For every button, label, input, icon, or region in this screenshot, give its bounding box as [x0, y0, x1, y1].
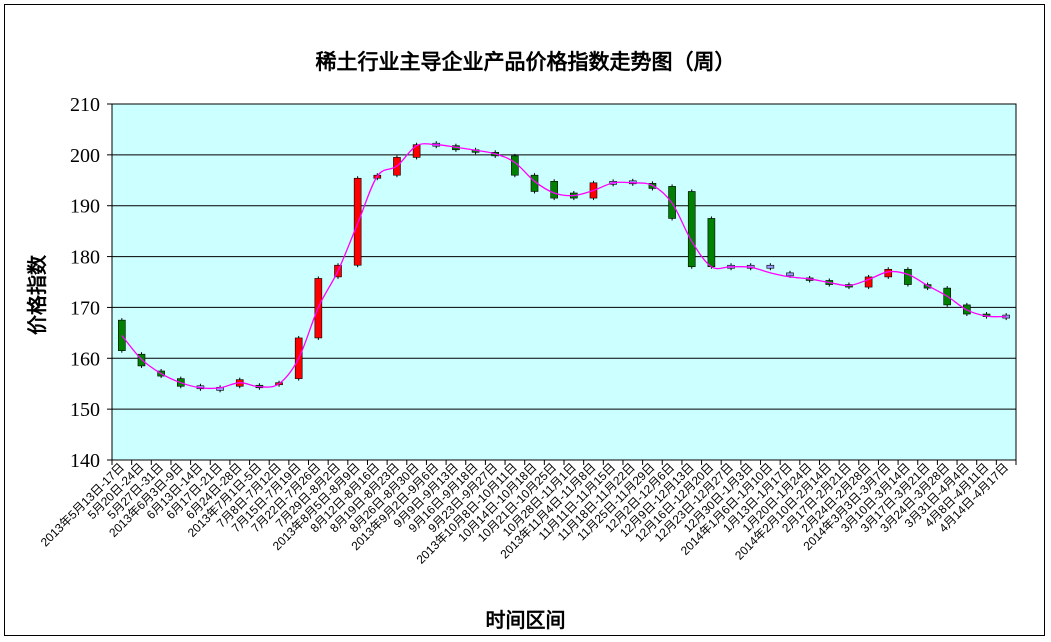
- y-tick-label: 140: [70, 450, 100, 472]
- candle-body: [904, 268, 912, 285]
- candle-body: [786, 272, 794, 277]
- candle-body: [707, 218, 716, 268]
- y-tick-label: 180: [70, 247, 100, 269]
- candle-body: [766, 264, 775, 269]
- chart-title: 稀土行业主导企业产品价格指数走势图（周）: [315, 50, 736, 74]
- y-tick-label: 210: [70, 94, 100, 116]
- y-axis-ticks: 140 150 160 170 180 190 200 210: [70, 94, 112, 472]
- candle-body: [353, 177, 362, 266]
- candle-body: [687, 191, 696, 268]
- candle-body: [864, 276, 873, 288]
- gridlines: [112, 154, 1016, 410]
- x-axis-label: 时间区间: [485, 608, 566, 632]
- plot-area: [111, 103, 1017, 461]
- candle-body: [412, 144, 421, 158]
- candle-body: [884, 268, 893, 278]
- candle-body: [923, 284, 932, 289]
- y-tick-label: 150: [70, 399, 100, 421]
- y-tick-label: 200: [70, 145, 100, 167]
- trend-line: [121, 143, 1007, 390]
- y-tick-label: 170: [70, 297, 100, 319]
- y-tick-label: 190: [70, 196, 100, 218]
- series-line: [121, 143, 1007, 390]
- candle-body: [550, 181, 558, 199]
- candle-body: [511, 155, 519, 176]
- y-tick-label: 160: [70, 348, 100, 370]
- x-axis-ticks: 2013年5月13日-17日5月20日-24日5月27日-31日2013年6月3…: [38, 460, 1017, 567]
